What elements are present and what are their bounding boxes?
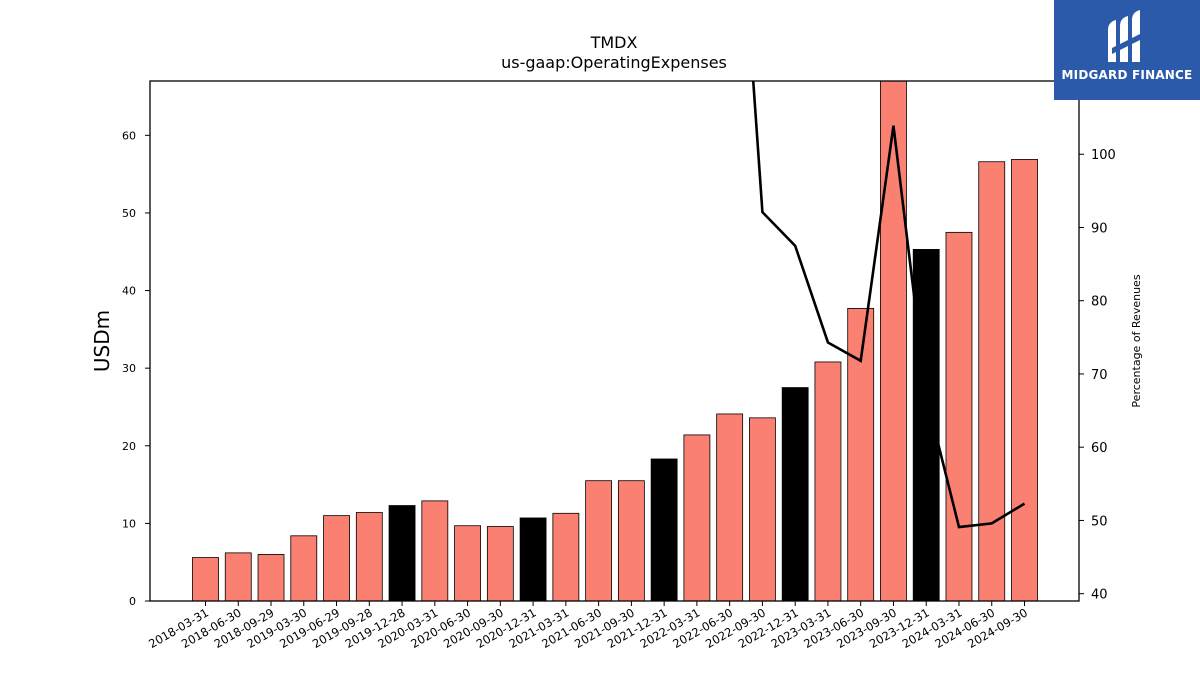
y2-tick-label: 40 — [1091, 588, 1108, 603]
bar-2020-09-30 — [486, 526, 514, 602]
bar-2019-09-28 — [355, 512, 383, 602]
y-axis: 0 10 20 30 40 50 60 — [122, 129, 150, 608]
brand-logo: MIDGARD FINANCE — [1054, 0, 1200, 100]
y2-tick-label: 90 — [1091, 221, 1108, 236]
y-tick-label: 10 — [122, 517, 136, 530]
line-layer — [751, 81, 1026, 529]
y2-tick-label: 80 — [1091, 295, 1108, 310]
plot-frame — [149, 80, 1080, 602]
y-tick-label: 60 — [122, 129, 136, 142]
bar-2024-06-30 — [978, 161, 1006, 602]
y2-tick-label: 100 — [1091, 148, 1116, 163]
bar-2024-09-30 — [1011, 158, 1038, 602]
logo-text: MIDGARD FINANCE — [1061, 68, 1193, 82]
bar-2020-12-31 — [519, 517, 547, 602]
y-tick-label: 40 — [122, 285, 136, 298]
bars-group — [192, 80, 1038, 602]
bar-2023-03-31 — [814, 361, 842, 602]
y2-tick-label: 70 — [1091, 368, 1108, 383]
bar-2021-12-31 — [650, 458, 678, 602]
chart-title: TMDX — [590, 33, 638, 52]
bar-2019-12-28 — [388, 505, 416, 602]
line-series-percentage-of-revenues — [751, 81, 1026, 529]
y-tick-label: 50 — [122, 207, 136, 220]
bar-2021-06-30 — [585, 480, 613, 602]
bar-2018-03-31 — [192, 557, 219, 602]
bar-2018-06-30 — [224, 552, 252, 602]
bar-2022-09-30 — [749, 417, 776, 602]
bar-2020-03-31 — [421, 500, 449, 602]
bar-2022-12-31 — [781, 387, 809, 602]
y2-tick-label: 50 — [1091, 514, 1108, 529]
y-tick-label: 0 — [129, 595, 136, 608]
bar-2020-06-30 — [454, 525, 481, 602]
y-tick-label: 30 — [122, 362, 136, 375]
bar-2022-06-30 — [716, 413, 744, 602]
bar-2023-12-31 — [912, 249, 940, 602]
bar-2021-09-30 — [617, 480, 645, 602]
bar-2019-03-30 — [290, 535, 318, 602]
y-tick-label: 20 — [122, 440, 136, 453]
x-axis: 2018-03-312018-06-302018-09-292019-03-30… — [146, 601, 1030, 651]
bar-2018-09-29 — [257, 554, 285, 602]
y-axis-label: USDm — [90, 310, 114, 372]
y2-tick-label: 60 — [1091, 441, 1108, 456]
y2-axis: 40 50 60 70 80 90 100 — [1079, 148, 1116, 603]
bar-2021-03-31 — [552, 512, 580, 602]
bar-2023-09-30 — [880, 80, 907, 602]
chart-subtitle: us-gaap:OperatingExpenses — [501, 53, 727, 72]
logo-mark-icon — [1108, 10, 1144, 62]
bar-2024-03-31 — [945, 231, 973, 602]
y2-axis-label: Percentage of Revenues — [1130, 274, 1143, 407]
bar-2019-06-29 — [323, 515, 350, 602]
bar-2022-03-31 — [683, 434, 711, 602]
